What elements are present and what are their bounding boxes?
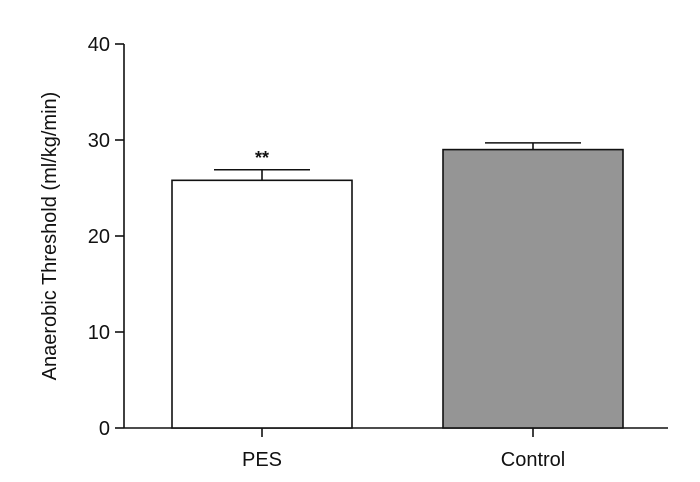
bar-pes <box>171 179 353 429</box>
y-tick-label: 10 <box>88 322 110 344</box>
category-label: Control <box>501 449 565 471</box>
category-label: PES <box>242 449 282 471</box>
bar-control <box>442 148 624 429</box>
y-ticks: 0 10 20 30 40 <box>88 34 124 440</box>
significance-marker: ** <box>255 148 269 168</box>
y-tick-label: 40 <box>88 34 110 56</box>
y-tick-label: 30 <box>88 130 110 152</box>
category-labels: PES Control <box>242 428 565 471</box>
bars: ** <box>171 142 624 429</box>
y-axis-title: Anaerobic Threshold (ml/kg/min) <box>39 92 61 381</box>
y-tick-label: 0 <box>99 418 110 440</box>
y-tick-label: 20 <box>88 226 110 248</box>
